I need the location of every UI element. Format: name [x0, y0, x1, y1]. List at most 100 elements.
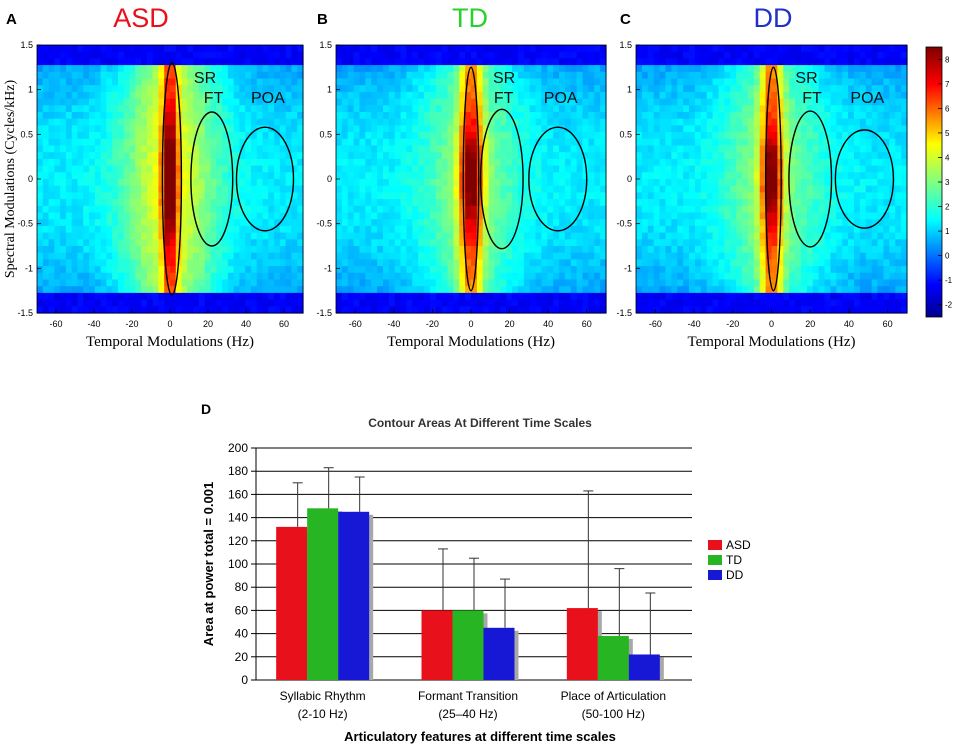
heatmap-cell — [135, 125, 142, 133]
heatmap-cell — [418, 219, 425, 227]
heatmap-cell — [647, 158, 655, 167]
heatmap-cell — [812, 145, 820, 153]
heatmap-cell — [759, 105, 767, 113]
heatmap-cell — [83, 292, 90, 301]
heatmap-cell — [112, 91, 119, 100]
heatmap-cell — [818, 125, 826, 133]
heatmap-cell — [453, 299, 460, 307]
heatmap-cell — [759, 98, 767, 106]
heatmap-cell — [250, 145, 258, 153]
heatmap-cell — [424, 199, 431, 207]
heatmap-cell — [377, 152, 384, 160]
heatmap-cell — [210, 118, 217, 126]
heatmap-cell — [806, 78, 814, 86]
heatmap-cell — [216, 212, 223, 220]
heatmap-cell — [506, 266, 513, 274]
heatmap-cell — [594, 246, 601, 254]
heatmap-cell — [671, 85, 678, 93]
heatmap-cell — [48, 152, 55, 160]
heatmap-cell — [724, 205, 731, 214]
heatmap-cell — [476, 71, 484, 80]
heatmap-cell — [187, 65, 194, 73]
heatmap-cell — [500, 266, 507, 274]
heatmap-cell — [459, 246, 466, 254]
heatmap-cell — [341, 158, 349, 167]
heatmap-cell — [394, 299, 402, 307]
heatmap-cell — [659, 51, 667, 59]
heatmap-cell — [48, 199, 55, 207]
heatmap-cell — [164, 152, 171, 160]
heatmap-cell — [341, 199, 349, 207]
heatmap-cell — [424, 212, 431, 220]
heatmap-cell — [216, 199, 223, 207]
heatmap-cell — [724, 199, 731, 207]
heatmap-cell — [83, 252, 90, 260]
heatmap-cell — [181, 306, 188, 314]
heatmap-cell — [712, 112, 720, 120]
panel-letter-b: B — [317, 11, 328, 28]
heatmap-cell — [465, 152, 472, 160]
heatmap-cell — [129, 132, 136, 140]
heatmap-cell — [336, 158, 343, 167]
heatmap-cell — [859, 45, 867, 53]
heatmap-cell — [553, 112, 560, 120]
heatmap-cell — [341, 179, 349, 187]
heatmap-cell — [424, 232, 431, 240]
heatmap-cell — [541, 71, 548, 80]
heatmap-cell — [175, 205, 183, 214]
heatmap-cell — [517, 252, 525, 260]
heatmap-cell — [77, 51, 84, 59]
heatmap-cell — [547, 158, 554, 167]
heatmap-cell — [60, 192, 67, 200]
heatmap-cell — [388, 299, 396, 307]
heatmap-cell — [233, 58, 240, 66]
heatmap-cell — [736, 152, 743, 160]
heatmap-cell — [83, 172, 90, 180]
heatmap-cell — [400, 125, 408, 133]
heatmap-cell — [274, 132, 281, 140]
heatmap-cell — [471, 98, 478, 106]
heatmap-cell — [406, 232, 413, 240]
heatmap-cell — [216, 132, 223, 140]
heatmap-cell — [353, 118, 361, 126]
heatmap-cell — [170, 292, 177, 301]
heatmap-cell — [453, 65, 460, 73]
heatmap-cell — [523, 279, 531, 287]
heatmap-cell — [523, 286, 531, 294]
heatmap-cell — [424, 65, 431, 73]
heatmap-cell — [204, 266, 212, 274]
heatmap-cell — [706, 71, 714, 80]
heatmap-cell — [523, 192, 531, 200]
heatmap-cell — [262, 279, 269, 287]
heatmap-cell — [647, 192, 655, 200]
heatmap-cell — [129, 138, 136, 147]
heatmap-cell — [865, 172, 873, 180]
heatmap-cell — [158, 232, 165, 240]
heatmap-cell — [541, 299, 548, 307]
heatmap-cell — [382, 85, 390, 93]
heatmap-cell — [181, 219, 188, 227]
heatmap-cell — [824, 199, 832, 207]
heatmap-cell — [100, 205, 107, 214]
heatmap-cell — [830, 125, 837, 133]
heatmap-cell — [187, 138, 194, 147]
heatmap-cell — [187, 105, 194, 113]
heatmap-cell — [529, 125, 537, 133]
heatmap-cell — [158, 85, 165, 93]
heatmap-cell — [529, 118, 537, 126]
heatmap-cell — [123, 98, 131, 106]
heatmap-cell — [117, 259, 125, 267]
heatmap-cell — [576, 252, 584, 260]
heatmap-cell — [371, 205, 378, 214]
heatmap-cell — [37, 225, 44, 234]
heatmap-cell — [559, 158, 566, 167]
heatmap-cell — [429, 158, 437, 167]
heatmap-cell — [689, 85, 696, 93]
heatmap-cell — [747, 125, 755, 133]
heatmap-cell — [100, 65, 107, 73]
heatmap-cell — [488, 246, 496, 254]
heatmap-cell — [759, 205, 767, 214]
heatmap-cell — [222, 78, 229, 86]
heatmap-cell — [712, 98, 720, 106]
heatmap-cell — [494, 78, 501, 86]
